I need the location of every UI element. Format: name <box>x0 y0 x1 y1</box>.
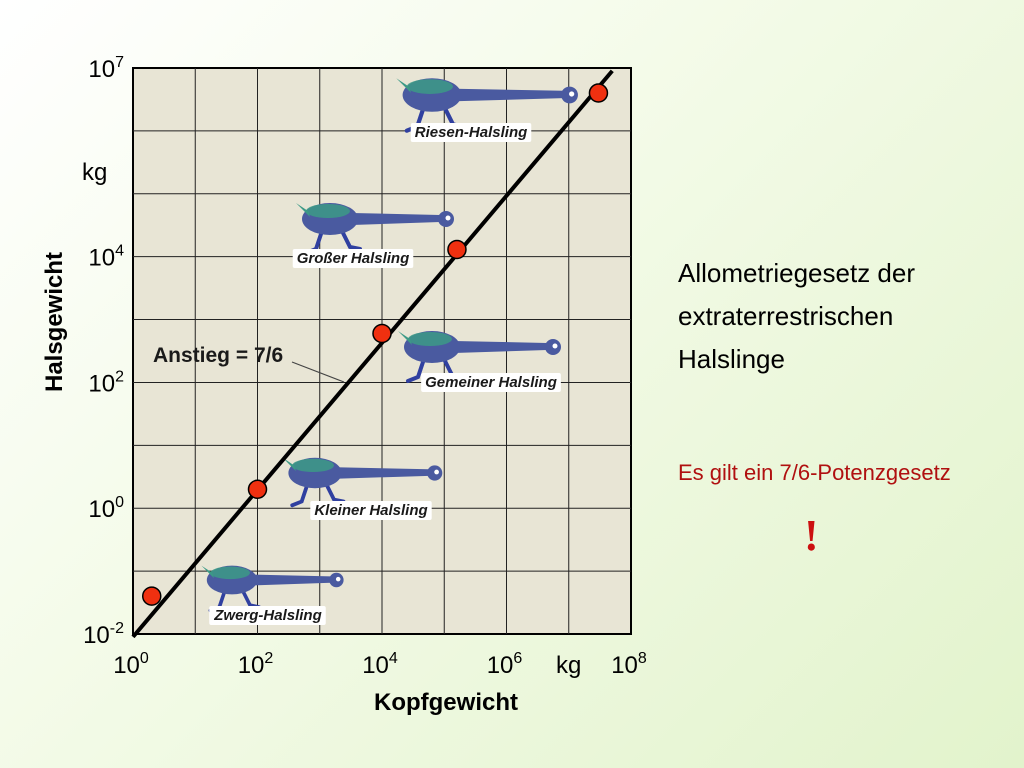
creature-eye <box>569 91 575 97</box>
creature-illustration <box>396 78 578 133</box>
y-tick-label: 10-2 <box>83 620 124 649</box>
creature-label: Zwerg-Halsling <box>213 607 322 624</box>
creature-neck <box>335 467 429 479</box>
creature-back <box>306 204 350 218</box>
creature-label: Kleiner Halsling <box>314 502 427 519</box>
data-point <box>141 586 162 606</box>
creature-illustration <box>398 331 561 383</box>
x-tick-label: 100 <box>113 650 149 679</box>
y-tick-label: 104 <box>88 243 124 272</box>
y-tick-label: 102 <box>88 368 124 397</box>
creature-label: Riesen-Halsling <box>415 124 528 141</box>
creature-labels: Zwerg-Halsling Kleiner Halsling Gemeiner H… <box>209 123 561 625</box>
creature-leg <box>340 229 362 251</box>
x-unit-label: kg <box>556 652 581 679</box>
side-title-line-3: Halslinge <box>678 344 785 374</box>
creature-back <box>210 566 250 580</box>
creature-neck <box>455 88 564 102</box>
creature-back <box>408 332 452 346</box>
creature-leg <box>324 482 346 504</box>
x-tick-label: 106 <box>487 650 523 679</box>
x-tick-label: 102 <box>238 650 274 679</box>
creature-eye <box>434 469 439 475</box>
creature-eye <box>552 343 558 349</box>
creatures <box>201 78 578 613</box>
x-tick-label: 108 <box>611 650 647 679</box>
side-title-line-2: extraterrestrischen <box>678 301 894 331</box>
creature-leg <box>406 357 426 383</box>
y-unit-label: kg <box>82 159 107 186</box>
creature-label-bg <box>209 606 326 625</box>
data-point <box>372 323 392 344</box>
fit-line-group <box>131 69 614 639</box>
y-tick-labels: 10-2 100 102 104 107 <box>83 54 124 649</box>
creature-eye <box>445 215 451 221</box>
slope-leader-line <box>291 361 345 383</box>
creature-neck <box>454 341 547 353</box>
creature-illustration <box>201 565 344 613</box>
creature-label: Großer Halsling <box>297 250 410 267</box>
creature-label-bg <box>310 501 432 520</box>
data-points <box>141 83 609 606</box>
y-tick-label: 107 <box>88 54 124 83</box>
creature-tail <box>296 203 310 217</box>
creature-neck <box>352 213 440 225</box>
creature-label-bg <box>292 249 414 268</box>
y-axis-title: Halsgewicht <box>41 252 68 392</box>
creature-label: Gemeiner Halsling <box>425 374 557 391</box>
creature-tail <box>398 331 412 345</box>
creature-back <box>292 458 334 473</box>
creature-illustration <box>296 203 454 255</box>
fit-line <box>131 69 614 639</box>
data-point <box>588 83 609 103</box>
slope-label: Anstieg = 7/6 <box>153 344 283 367</box>
exclamation-mark: ! <box>804 511 819 560</box>
creature-label-bg <box>410 123 532 142</box>
x-tick-label: 104 <box>362 650 398 679</box>
creature-eye <box>335 576 341 582</box>
side-title: Allometriegesetz der extraterrestrischen… <box>678 252 998 381</box>
data-point <box>247 479 268 500</box>
creature-illustration <box>282 457 443 508</box>
y-tick-label: 100 <box>88 494 124 523</box>
creature-neck <box>251 574 331 586</box>
power-law-note: Es gilt ein 7/6-Potenzgesetz <box>678 460 951 485</box>
data-point <box>447 239 467 260</box>
x-axis-title: Kopfgewicht <box>374 689 518 716</box>
side-title-line-1: Allometriegesetz der <box>678 258 915 288</box>
creature-leg <box>290 482 310 508</box>
creature-back <box>406 79 453 94</box>
creature-label-bg <box>421 373 561 392</box>
